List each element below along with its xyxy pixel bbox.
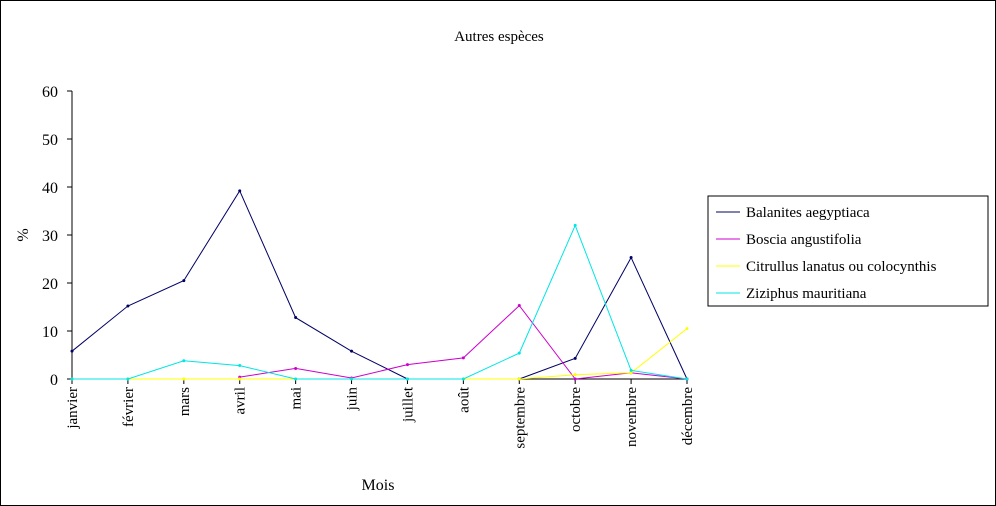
- y-tick-label: 20: [42, 276, 58, 293]
- legend-label: Balanites aegyptiaca: [746, 205, 870, 221]
- y-tick-label: 50: [42, 132, 58, 149]
- legend-label: Ziziphus mauritiana: [746, 286, 867, 302]
- data-point: [461, 356, 465, 360]
- data-point: [70, 349, 74, 353]
- data-point: [294, 366, 298, 370]
- data-point: [182, 279, 186, 283]
- x-tick-label: avril: [233, 387, 249, 415]
- data-point: [405, 363, 409, 367]
- y-tick-label: 30: [42, 228, 58, 245]
- x-tick-label: novembre: [624, 387, 640, 447]
- data-point: [461, 377, 465, 381]
- data-point: [405, 377, 409, 381]
- data-point: [238, 377, 242, 381]
- x-tick-label: février: [121, 387, 137, 427]
- y-tick-label: 40: [42, 180, 58, 197]
- x-axis-title: Mois: [362, 477, 395, 494]
- series-line-4: [72, 224, 688, 380]
- chart-title: Autres espèces: [454, 29, 544, 45]
- data-point: [182, 377, 186, 381]
- data-point: [182, 359, 186, 363]
- data-point: [517, 377, 521, 381]
- data-point: [685, 377, 689, 381]
- x-tick-label: mai: [289, 387, 305, 410]
- data-point: [629, 368, 633, 372]
- x-tick-label: août: [456, 386, 472, 413]
- x-tick-label: septembre: [512, 387, 528, 449]
- y-tick-label: 0: [50, 372, 58, 389]
- x-tick-label: janvier: [65, 387, 81, 430]
- data-point: [573, 356, 577, 360]
- data-point: [517, 304, 521, 308]
- x-tick-label: mars: [177, 387, 193, 416]
- series-line-1: [71, 189, 688, 380]
- y-tick-label: 10: [42, 324, 58, 341]
- data-point: [685, 327, 689, 331]
- data-point: [629, 371, 633, 375]
- data-point: [238, 189, 242, 193]
- x-tick-label: juillet: [400, 386, 416, 423]
- series-layer: [70, 189, 689, 381]
- data-point: [126, 304, 130, 308]
- data-point: [350, 349, 354, 353]
- data-point: [573, 377, 577, 381]
- data-point: [238, 364, 242, 368]
- data-point: [517, 351, 521, 355]
- legend: Balanites aegyptiaca Boscia angustifolia C…: [707, 195, 989, 307]
- data-point: [350, 377, 354, 381]
- legend-box: [707, 195, 989, 307]
- data-point: [126, 377, 130, 381]
- data-point: [294, 316, 298, 320]
- legend-label: Citrullus lanatus ou colocynthis: [746, 259, 937, 275]
- data-point: [294, 377, 298, 381]
- data-point: [70, 377, 74, 381]
- data-point: [629, 256, 633, 260]
- x-tick-label: décembre: [680, 387, 696, 446]
- legend-label: Boscia angustifolia: [746, 232, 862, 248]
- y-tick-label: 60: [42, 84, 58, 101]
- axes: 0 10 20 30 40 50 60 janvier février mars avril mai j…: [42, 84, 696, 449]
- y-axis-title: %: [15, 228, 32, 241]
- data-point: [573, 223, 577, 227]
- x-tick-label: juin: [345, 387, 361, 412]
- data-point: [573, 373, 577, 377]
- x-tick-label: octobre: [568, 387, 584, 432]
